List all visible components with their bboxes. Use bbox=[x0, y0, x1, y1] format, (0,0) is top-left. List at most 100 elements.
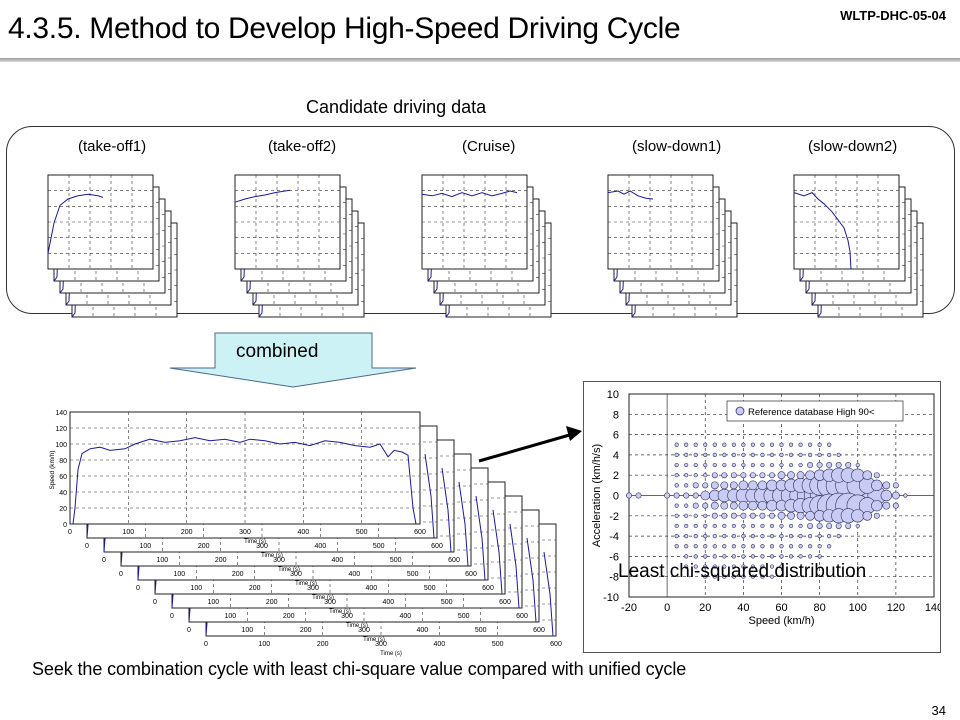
chi-bubble bbox=[760, 534, 765, 539]
chi-bubble bbox=[760, 442, 765, 447]
chi-bubble bbox=[827, 452, 832, 457]
speed-y-tick: 20 bbox=[59, 506, 67, 513]
speed-x-tick: 300 bbox=[324, 599, 336, 606]
chi-bubble bbox=[712, 452, 717, 457]
chi-bubble bbox=[817, 544, 822, 549]
chi-bubble bbox=[664, 492, 671, 499]
segment-label-slow-down2: (slow-down2) bbox=[808, 138, 898, 155]
chi-bubble bbox=[741, 452, 746, 457]
chi-bubble bbox=[855, 462, 860, 468]
speed-y-tick: 140 bbox=[55, 410, 67, 417]
chi-bubble bbox=[750, 554, 756, 559]
chi-legend-label: Reference database High 90< bbox=[748, 407, 875, 418]
speed-x-tick: 200 bbox=[300, 627, 312, 634]
speed-x-tick: 0 bbox=[187, 627, 191, 634]
chi-bubble bbox=[817, 554, 822, 559]
candidate-chart-5 bbox=[793, 174, 924, 318]
chi-bubble bbox=[710, 481, 719, 490]
chi-bubble bbox=[873, 512, 880, 519]
chi-y-tick: 8 bbox=[613, 409, 619, 421]
speed-x-tick: 300 bbox=[358, 627, 370, 634]
chi-bubble bbox=[693, 534, 698, 539]
chi-bubble bbox=[807, 534, 813, 539]
chi-bubble bbox=[760, 564, 765, 569]
segment-label-slow-down1: (slow-down1) bbox=[632, 138, 722, 155]
chi-bubble bbox=[731, 462, 736, 468]
speed-x-tick: 500 bbox=[407, 571, 419, 578]
chi-bubble bbox=[769, 452, 775, 457]
chi-bubble bbox=[769, 523, 775, 529]
candidate-chart-4 bbox=[607, 174, 738, 318]
chi-bubble bbox=[703, 554, 708, 559]
speed-x-tick: 500 bbox=[458, 613, 470, 620]
chi-bubble bbox=[817, 452, 822, 457]
speed-x-tick: 0 bbox=[102, 557, 106, 564]
chi-bubble bbox=[787, 471, 795, 480]
candidate-chart-1 bbox=[47, 174, 178, 318]
chi-bubble bbox=[769, 574, 775, 579]
chi-x-tick: 80 bbox=[814, 602, 826, 614]
chi-y-tick: -10 bbox=[603, 592, 619, 604]
chi-legend-box bbox=[726, 400, 904, 422]
chi-bubble bbox=[674, 452, 679, 457]
chi-bubble bbox=[693, 523, 698, 529]
speed-x-tick: 0 bbox=[204, 641, 208, 648]
speed-x-tick: 100 bbox=[122, 529, 134, 536]
chi-bubble bbox=[788, 462, 794, 468]
chi-bubble bbox=[741, 544, 746, 549]
chi-bubble bbox=[710, 501, 719, 510]
speed-x-tick: 500 bbox=[475, 627, 487, 634]
speed-x-tick: 400 bbox=[314, 543, 326, 550]
chi-bubble bbox=[674, 513, 679, 518]
chi-bubble bbox=[750, 544, 756, 549]
chi-bubble bbox=[845, 462, 852, 469]
speed-x-tick: 400 bbox=[416, 627, 428, 634]
speed-x-tick: 500 bbox=[492, 641, 504, 648]
speed-x-tick: 0 bbox=[170, 613, 174, 620]
speed-x-tick: 100 bbox=[190, 585, 202, 592]
speed-x-tick: 300 bbox=[256, 543, 268, 550]
chi-bubble bbox=[731, 574, 736, 579]
title-divider bbox=[0, 58, 960, 62]
speed-x-tick: 600 bbox=[431, 543, 443, 550]
page-title: 4.3.5. Method to Develop High-Speed Driv… bbox=[8, 12, 681, 45]
chi-bubble bbox=[741, 442, 746, 447]
speed-x-tick: 200 bbox=[249, 585, 261, 592]
speed-trace bbox=[492, 509, 503, 595]
chi-bubble bbox=[788, 523, 794, 529]
chi-bubble bbox=[851, 468, 865, 482]
chi-x-tick: 40 bbox=[737, 602, 749, 614]
chi-bubble bbox=[674, 544, 679, 549]
chi-bubble bbox=[703, 523, 708, 529]
speed-x-tick: 200 bbox=[198, 543, 210, 550]
chi-chart-frame: -200204060801001201401086420-2-4-6-8-10S… bbox=[583, 381, 943, 653]
chi-bubble bbox=[684, 544, 689, 549]
speed-x-tick: 200 bbox=[283, 613, 295, 620]
speed-x-tick: 400 bbox=[382, 599, 394, 606]
chi-bubble bbox=[684, 513, 689, 518]
chi-bubble bbox=[807, 442, 813, 447]
chi-bubble bbox=[757, 500, 768, 511]
chi-x-tick: 20 bbox=[699, 602, 711, 614]
chi-bubble bbox=[769, 442, 775, 447]
chi-bubble bbox=[769, 544, 775, 549]
chi-y-tick: 2 bbox=[613, 470, 619, 482]
speed-x-tick: 500 bbox=[356, 529, 368, 536]
chi-bubble bbox=[731, 564, 736, 569]
chi-y-label: Acceleration (km/h/s) bbox=[591, 444, 603, 547]
chi-bubble bbox=[720, 481, 729, 490]
chi-bubble bbox=[892, 502, 899, 509]
speed-x-tick: 300 bbox=[307, 585, 319, 592]
chi-bubble bbox=[703, 452, 708, 457]
chi-bubble bbox=[760, 544, 765, 549]
chi-bubble bbox=[729, 481, 738, 490]
chi-x-tick: 0 bbox=[664, 602, 670, 614]
page-number: 34 bbox=[931, 703, 946, 718]
chi-bubble bbox=[721, 472, 728, 479]
candidate-title: Candidate driving data bbox=[306, 97, 487, 117]
chi-bubble bbox=[674, 442, 679, 447]
chi-bubble bbox=[759, 472, 766, 479]
